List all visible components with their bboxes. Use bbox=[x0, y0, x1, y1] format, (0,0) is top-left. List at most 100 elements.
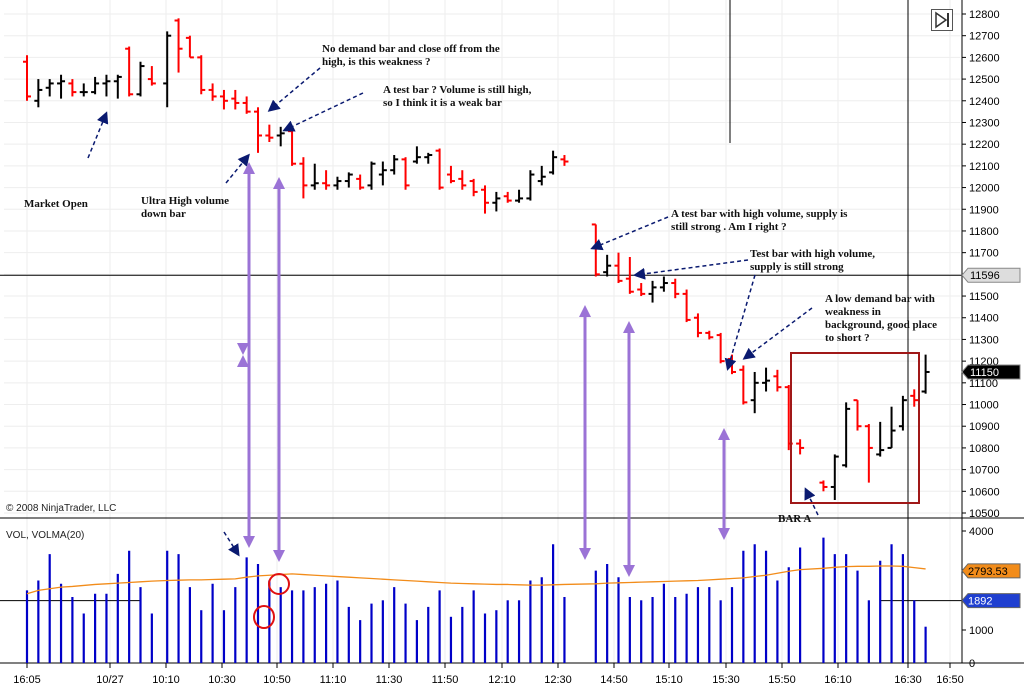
time-tick-label: 16:05 bbox=[13, 674, 41, 686]
ohlc-bar bbox=[921, 354, 930, 394]
ohlc-bar bbox=[819, 480, 828, 492]
ohlc-bar bbox=[23, 55, 31, 101]
ohlc-bar bbox=[163, 31, 172, 108]
time-tick-label: 12:10 bbox=[488, 674, 516, 686]
ohlc-bar bbox=[693, 313, 702, 338]
ohlc-bar bbox=[435, 148, 444, 190]
volume-marker: 2793.53 bbox=[961, 563, 1021, 579]
annotation-no-demand: No demand bar and close off from the hig… bbox=[322, 43, 500, 68]
time-tick-label: 15:30 bbox=[712, 674, 740, 686]
test-bar-1-arrow bbox=[282, 92, 364, 132]
ohlc-bar bbox=[185, 35, 194, 59]
ohlc-bar bbox=[242, 96, 251, 114]
purple-arrow-3-head-top bbox=[579, 305, 591, 317]
ohlc-bar bbox=[254, 107, 262, 153]
price-axis: 12800 12700 12600 12500 12400 12300 12200 12100… bbox=[961, 9, 1021, 520]
ohlc-bar bbox=[469, 178, 478, 197]
price-tick-label: 12200 bbox=[969, 139, 1000, 151]
red-circle-2 bbox=[253, 605, 275, 629]
skip-forward-icon[interactable] bbox=[931, 9, 953, 31]
ohlc-bar bbox=[515, 189, 524, 203]
volume-marker-label: 2793.53 bbox=[968, 566, 1008, 578]
ohlc-bar bbox=[864, 424, 873, 483]
price-marker-label: 11596 bbox=[970, 270, 1000, 282]
price-tick-label: 11900 bbox=[969, 204, 999, 216]
ohlc-bar bbox=[102, 74, 111, 97]
ohlc-bar bbox=[378, 161, 387, 186]
price-bars bbox=[23, 18, 930, 500]
purple-hourglass-bottom bbox=[237, 355, 249, 367]
time-tick-label: 10/27 bbox=[96, 674, 124, 686]
ohlc-bar bbox=[549, 150, 558, 175]
price-tick-label: 12700 bbox=[969, 31, 1000, 43]
price-tick-label: 10800 bbox=[969, 443, 1000, 455]
ohlc-bar bbox=[390, 155, 399, 175]
volume-bars bbox=[25, 537, 927, 663]
volume-marker-box bbox=[961, 563, 1021, 579]
ohlc-bar bbox=[796, 439, 805, 455]
ohlc-bar bbox=[288, 128, 297, 166]
price-marker: 11150 bbox=[961, 364, 1021, 380]
time-tick-label: 10:50 bbox=[263, 674, 291, 686]
ohlc-bar bbox=[625, 256, 634, 294]
time-tick-label: 11:50 bbox=[432, 674, 459, 686]
ohlc-bar bbox=[716, 332, 725, 364]
price-marker: 11596 bbox=[961, 267, 1021, 283]
volume-marker: 1892 bbox=[961, 593, 1021, 609]
price-tick-label: 11400 bbox=[969, 313, 999, 325]
price-tick-label: 12000 bbox=[969, 183, 1000, 195]
ohlc-bar bbox=[79, 83, 88, 97]
ohlc-bar bbox=[310, 163, 319, 190]
price-tick-label: 12500 bbox=[969, 74, 1000, 86]
volma-line bbox=[26, 565, 926, 595]
price-tick-label: 12600 bbox=[969, 52, 1000, 64]
ohlc-bar bbox=[526, 170, 535, 201]
market-open-arrow bbox=[87, 111, 109, 159]
no-demand-arrow bbox=[267, 67, 321, 112]
ohlc-bar bbox=[333, 176, 342, 190]
purple-arrow-2-head-top bbox=[273, 177, 285, 189]
ohlc-bar bbox=[773, 369, 782, 392]
ohlc-bar bbox=[682, 289, 691, 323]
ohlc-bar bbox=[910, 389, 919, 407]
copyright-text: © 2008 NinjaTrader, LLC bbox=[6, 503, 117, 514]
ohlc-bar bbox=[45, 79, 54, 97]
bar-a-arrow bbox=[804, 487, 819, 516]
purple-arrow-1-head-top bbox=[243, 162, 255, 174]
price-tick-label: 10900 bbox=[969, 421, 1000, 433]
test-bar-3-down-arrow bbox=[724, 274, 756, 371]
ohlc-bar bbox=[424, 152, 433, 164]
price-marker-box bbox=[961, 267, 1021, 283]
ohlc-bar bbox=[344, 172, 353, 188]
price-tick-label: 10700 bbox=[969, 465, 1000, 477]
volume-marker-label: 1892 bbox=[968, 596, 992, 608]
purple-arrow-4-head-top bbox=[623, 321, 635, 333]
price-tick-label: 10500 bbox=[969, 508, 1000, 520]
price-marker-label: 11150 bbox=[970, 367, 999, 379]
price-tick-label: 12800 bbox=[969, 9, 1000, 21]
ohlc-bar bbox=[762, 367, 771, 392]
ohlc-bar bbox=[136, 61, 145, 97]
ohlc-bar bbox=[603, 254, 612, 277]
panel-frames bbox=[0, 0, 1024, 664]
ohlc-bar bbox=[671, 278, 680, 299]
low-demand-arrow bbox=[742, 307, 813, 360]
ohlc-bar bbox=[830, 454, 839, 500]
ohlc-bar bbox=[299, 157, 308, 199]
price-tick-label: 11300 bbox=[969, 334, 999, 346]
ohlc-bar bbox=[537, 165, 546, 186]
ohlc-bar bbox=[446, 165, 455, 184]
ohlc-bar bbox=[265, 124, 274, 143]
volume-marker-box bbox=[961, 593, 1021, 609]
purple-arrow-5-head-bottom bbox=[718, 528, 730, 540]
annotation-test-bar-2: A test bar with high volume, supply is s… bbox=[671, 208, 848, 233]
ohlc-bar bbox=[208, 83, 217, 101]
annotation-ultra-high-volume: Ultra High volume down bar bbox=[141, 195, 229, 220]
purple-arrow-5-head-top bbox=[718, 428, 730, 440]
time-tick-label: 11:10 bbox=[320, 674, 347, 686]
ohlc-bar bbox=[898, 395, 907, 431]
ohlc-bar bbox=[560, 155, 569, 166]
purple-arrow-4-head-bottom bbox=[623, 565, 635, 577]
ohlc-bar bbox=[503, 191, 512, 203]
